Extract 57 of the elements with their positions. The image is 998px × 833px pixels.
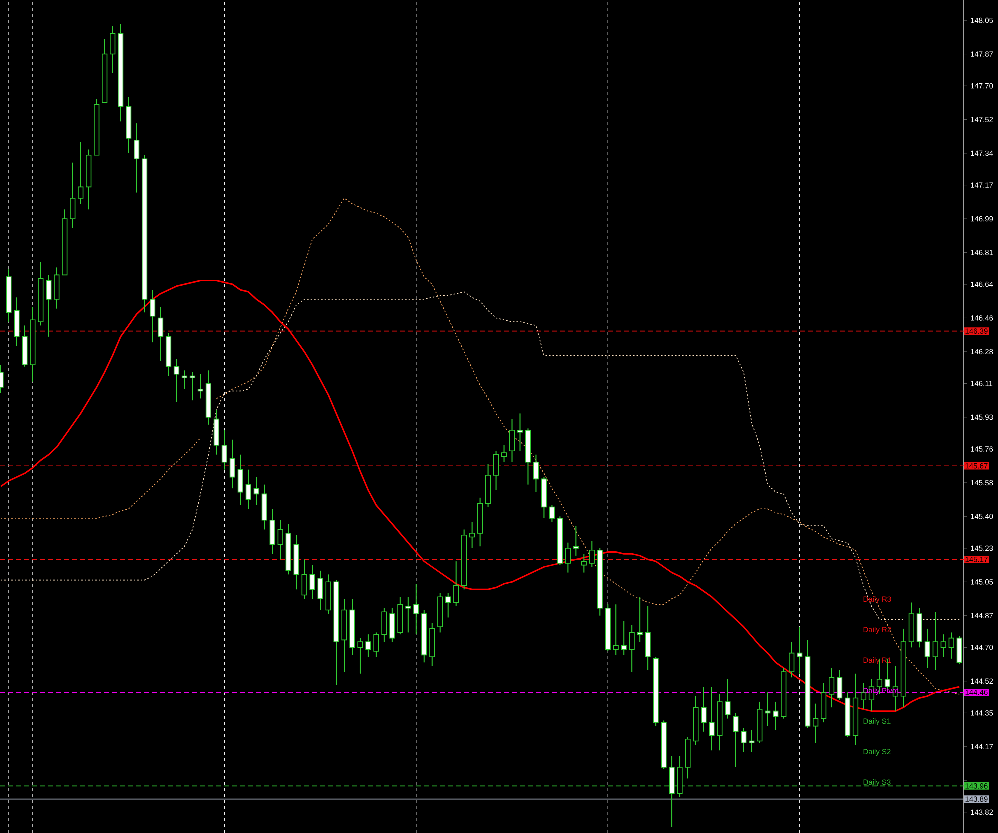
candlestick [629, 624, 635, 673]
candlestick [134, 123, 140, 194]
candlestick [150, 290, 156, 344]
candlestick [446, 592, 452, 618]
candlestick [836, 670, 843, 701]
candlestick [701, 686, 707, 732]
candlestick [406, 596, 412, 634]
candlestick [493, 450, 500, 491]
candlestick [773, 701, 779, 731]
candlestick [765, 692, 771, 727]
candlestick [581, 554, 587, 574]
candlestick [366, 634, 372, 658]
candlestick [190, 372, 196, 402]
candlestick [318, 570, 324, 611]
candlestick [565, 542, 571, 574]
candlestick [246, 469, 252, 510]
candlestick [517, 413, 524, 452]
candlestick [749, 730, 755, 754]
candlestick [46, 274, 52, 338]
candlestick [158, 306, 164, 362]
candlestick [637, 596, 643, 643]
candlestick [733, 712, 739, 768]
candlestick [813, 703, 819, 744]
candlestick [940, 634, 946, 658]
candlestick [470, 522, 476, 549]
candlestick [182, 370, 188, 390]
candlestick [278, 520, 284, 560]
candlestick [725, 679, 731, 720]
candlestick [709, 686, 715, 752]
candlestick [573, 526, 579, 556]
candlestick [829, 668, 835, 708]
candlestick [302, 559, 308, 600]
candlestick [254, 476, 260, 506]
candlestick [110, 26, 116, 74]
candlestick [501, 445, 508, 463]
candlestick [589, 540, 595, 568]
candlestick [932, 612, 938, 671]
candlestick [198, 374, 204, 400]
candlestick [310, 564, 316, 600]
candlestick [613, 604, 619, 656]
candlestick [948, 632, 954, 660]
candlestick [230, 439, 236, 490]
candlestick [174, 358, 180, 403]
candlestick [533, 454, 540, 493]
candlestick [454, 561, 460, 607]
candlestick [509, 418, 516, 463]
candlestick [741, 728, 747, 754]
candlestick [382, 608, 388, 643]
candlestick [78, 142, 84, 205]
candlestick [621, 620, 627, 656]
candlestick [70, 162, 76, 229]
candlestick [238, 454, 244, 506]
candlestick [549, 504, 555, 523]
candlestick [358, 638, 364, 674]
candlestick [924, 628, 930, 669]
candlestick [789, 642, 795, 678]
candlestick [374, 632, 380, 658]
